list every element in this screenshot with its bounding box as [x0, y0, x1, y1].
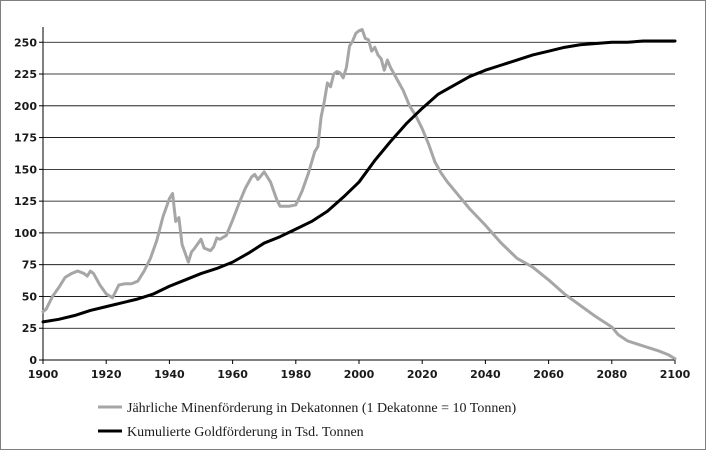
y-tick-label: 100 — [14, 227, 37, 240]
y-tick-label: 225 — [14, 68, 37, 81]
x-tick-label: 2100 — [660, 368, 691, 381]
y-tick-label: 50 — [22, 290, 38, 303]
series-line-2 — [41, 39, 677, 324]
y-tick-labels: 0 25 50 75 100 125 150 175 200 225 250 — [14, 36, 37, 367]
series-lines — [41, 28, 677, 361]
x-tick-label: 1960 — [217, 368, 248, 381]
legend-label-1: Jährliche Minenförderung in Dekatonnen (… — [127, 401, 517, 416]
y-tick-label: 25 — [22, 322, 37, 335]
x-tick-label: 2020 — [407, 368, 438, 381]
y-tick-label: 175 — [14, 132, 37, 145]
x-tick-label: 1980 — [280, 368, 311, 381]
y-tick-label: 250 — [14, 36, 37, 49]
legend-label-2: Kumulierte Goldförderung in Tsd. Tonnen — [127, 425, 364, 440]
x-tick-label: 2040 — [470, 368, 501, 381]
x-tick-label: 1920 — [91, 368, 122, 381]
y-tick-label: 125 — [14, 195, 37, 208]
x-tick-label: 2000 — [344, 368, 375, 381]
axes — [39, 27, 676, 364]
y-tick-label: 200 — [14, 100, 37, 113]
x-tick-label: 1900 — [28, 368, 59, 381]
legend: Jährliche Minenförderung in Dekatonnen (… — [98, 401, 517, 440]
x-tick-labels: 1900 1920 1940 1960 1980 2000 2020 2040 2060 2080… — [28, 368, 691, 381]
x-tick-label: 2060 — [533, 368, 564, 381]
series-line-1 — [41, 28, 677, 361]
x-tick-label: 1940 — [154, 368, 185, 381]
y-tick-label: 0 — [29, 354, 37, 367]
x-tick-label: 2080 — [596, 368, 627, 381]
y-tick-label: 75 — [22, 259, 37, 272]
y-tick-label: 150 — [14, 163, 37, 176]
